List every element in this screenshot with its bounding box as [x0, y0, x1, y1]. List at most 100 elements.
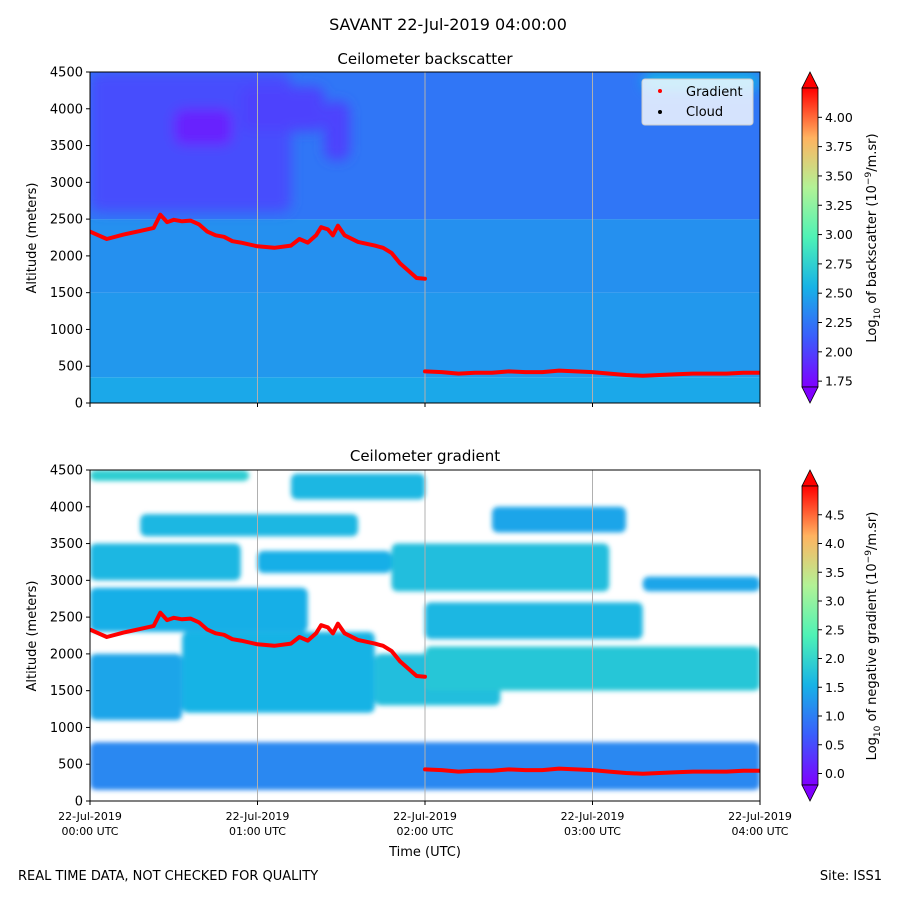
colorbar-tick-label: 4.5	[825, 507, 845, 522]
gradient-series-line-1	[423, 766, 760, 776]
colorbar-gradient	[801, 87, 819, 388]
colorbar-tick-label: 3.25	[825, 198, 853, 213]
y-tick-label: 2000	[50, 647, 83, 662]
y-tick-label: 500	[58, 360, 83, 375]
y-tick-label: 4500	[50, 464, 83, 479]
backscatter-x-ticks	[89, 403, 761, 407]
site-label: Site: ISS1	[819, 869, 882, 884]
field-feature-12	[492, 506, 626, 533]
figure-suptitle: SAVANT 22-Jul-2019 04:00:00	[329, 15, 567, 34]
y-tick-label: 1500	[50, 286, 83, 301]
colorbar-ticks: 0.0 0.5 1.0 1.5 2.0 2.5 3.0 3.5 4.0 4.5	[818, 507, 845, 781]
backscatter-ylabel: Altitude (meters)	[25, 183, 40, 294]
backscatter-y-ticks: 0 500 1000 1500 2000 2500 3000 3500 4000 4500	[50, 66, 90, 412]
colorbar-tick-label: 2.75	[825, 256, 853, 271]
colorbar-ticks: 1.75 2.00 2.25 2.50 2.75 3.00 3.25 3.50 3.75 4.00	[818, 110, 853, 389]
gradient-title: Ceilometer gradient	[350, 447, 500, 465]
gradient-pbl-line	[90, 610, 760, 776]
cb-label-log: Log	[865, 737, 880, 760]
colorbar-tick-label: 1.5	[825, 680, 845, 695]
y-tick-label: 4500	[50, 66, 83, 81]
legend-cloud-label: Cloud	[686, 105, 723, 120]
colorbar-tick-label: 2.50	[825, 286, 853, 301]
quality-disclaimer: REAL TIME DATA, NOT CHECKED FOR QUALITY	[18, 869, 319, 884]
gradient-colorbar: 0.0 0.5 1.0 1.5 2.0 2.5 3.0 3.5 4.0 4.5 Log10 of …	[801, 469, 883, 802]
x-tick-date: 22-Jul-2019	[226, 810, 290, 823]
field-feature-2	[240, 86, 325, 131]
x-tick-date: 22-Jul-2019	[393, 810, 457, 823]
y-tick-label: 3500	[50, 537, 83, 552]
gradient-series-line-0	[90, 610, 427, 679]
cb-label-exp: −9	[864, 172, 874, 186]
y-tick-label: 1000	[50, 323, 83, 338]
colorbar-tick-label: 4.00	[825, 110, 853, 125]
x-tick-time: 01:00 UTC	[229, 825, 286, 838]
backscatter-colorbar: 1.75 2.00 2.25 2.50 2.75 3.00 3.25 3.50 3.75 4.00…	[801, 71, 883, 404]
y-tick-label: 2500	[50, 213, 83, 228]
colorbar-tick-label: 3.00	[825, 227, 853, 242]
colorbar-tick-label: 3.0	[825, 594, 845, 609]
field-feature-9	[391, 543, 610, 592]
backscatter-panel: Ceilometer backscatter 0 500 1000 1500 2000 2…	[25, 50, 883, 412]
cb-label-exp: −9	[864, 550, 874, 564]
colorbar-tick-label: 3.75	[825, 139, 853, 154]
colorbar-tick-label: 1.0	[825, 709, 845, 724]
field-feature-6	[425, 602, 643, 640]
legend-cloud-marker	[658, 110, 662, 114]
y-tick-label: 1500	[50, 684, 83, 699]
legend: Gradient Cloud	[641, 78, 754, 126]
x-tick-time: 02:00 UTC	[396, 825, 453, 838]
y-tick-label: 2500	[50, 611, 83, 626]
colorbar-top-extend	[801, 71, 819, 89]
y-tick-label: 3500	[50, 139, 83, 154]
colorbar-tick-label: 1.75	[825, 374, 853, 389]
cb-label-mid: of negative gradient (10	[865, 563, 880, 725]
x-tick-date: 22-Jul-2019	[561, 810, 625, 823]
gradient-xlabel: Time (UTC)	[388, 845, 461, 860]
colorbar-tick-label: 2.5	[825, 622, 845, 637]
legend-gradient-label: Gradient	[686, 85, 743, 100]
cb-label-log: Log	[865, 319, 880, 342]
field-feature-1	[90, 653, 183, 721]
field-feature-5	[90, 587, 308, 632]
y-tick-label: 3000	[50, 574, 83, 589]
cb-label-unit: /m.sr)	[865, 512, 880, 550]
x-tick-time: 03:00 UTC	[564, 825, 621, 838]
field-feature-2	[182, 631, 375, 713]
colorbar-bottom-extend	[801, 386, 819, 404]
backscatter-colorbar-label: Log10 of backscatter (10−9/m.sr)	[864, 133, 883, 342]
colorbar-tick-label: 4.0	[825, 536, 845, 551]
gradient-colorbar-label: Log10 of negative gradient (10−9/m.sr)	[864, 512, 883, 761]
gradient-x-ticks: 22-Jul-2019 00:00 UTC 22-Jul-2019 01:00 UTC…	[58, 801, 792, 838]
gradient-series-line-1	[423, 368, 760, 378]
field-feature-8	[257, 550, 392, 573]
colorbar-tick-label: 0.0	[825, 766, 845, 781]
cb-label-mid: of backscatter (10	[865, 185, 880, 308]
field-feature-1	[173, 108, 233, 146]
y-tick-label: 4000	[50, 500, 83, 515]
legend-box	[641, 78, 754, 126]
x-tick-time: 00:00 UTC	[61, 825, 118, 838]
x-tick-time: 04:00 UTC	[731, 825, 788, 838]
field-feature-11	[140, 514, 358, 537]
y-tick-label: 3000	[50, 176, 83, 191]
cb-label-base: 10	[873, 725, 883, 737]
gradient-ylabel: Altitude (meters)	[25, 581, 40, 692]
backscatter-gradient-line	[90, 212, 760, 378]
colorbar-tick-label: 3.5	[825, 565, 845, 580]
y-tick-label: 500	[58, 758, 83, 773]
y-tick-label: 4000	[50, 102, 83, 117]
colorbar-tick-label: 0.5	[825, 737, 845, 752]
cb-label-base: 10	[873, 308, 883, 320]
field-feature-7	[90, 543, 241, 581]
colorbar-bottom-extend	[801, 784, 819, 802]
colorbar-tick-label: 3.50	[825, 168, 853, 183]
gradient-panel: Ceilometer gradient 0 500 1000 1500 2000 2500…	[25, 447, 883, 860]
gradient-y-ticks: 0 500 1000 1500 2000 2500 3000 3500 4000 4500	[50, 464, 90, 810]
field-feature-10	[642, 576, 760, 592]
gradient-gridlines	[257, 470, 593, 801]
cb-label-unit: /m.sr)	[865, 133, 880, 171]
backscatter-title: Ceilometer backscatter	[337, 50, 513, 68]
colorbar-tick-label: 2.00	[825, 344, 853, 359]
